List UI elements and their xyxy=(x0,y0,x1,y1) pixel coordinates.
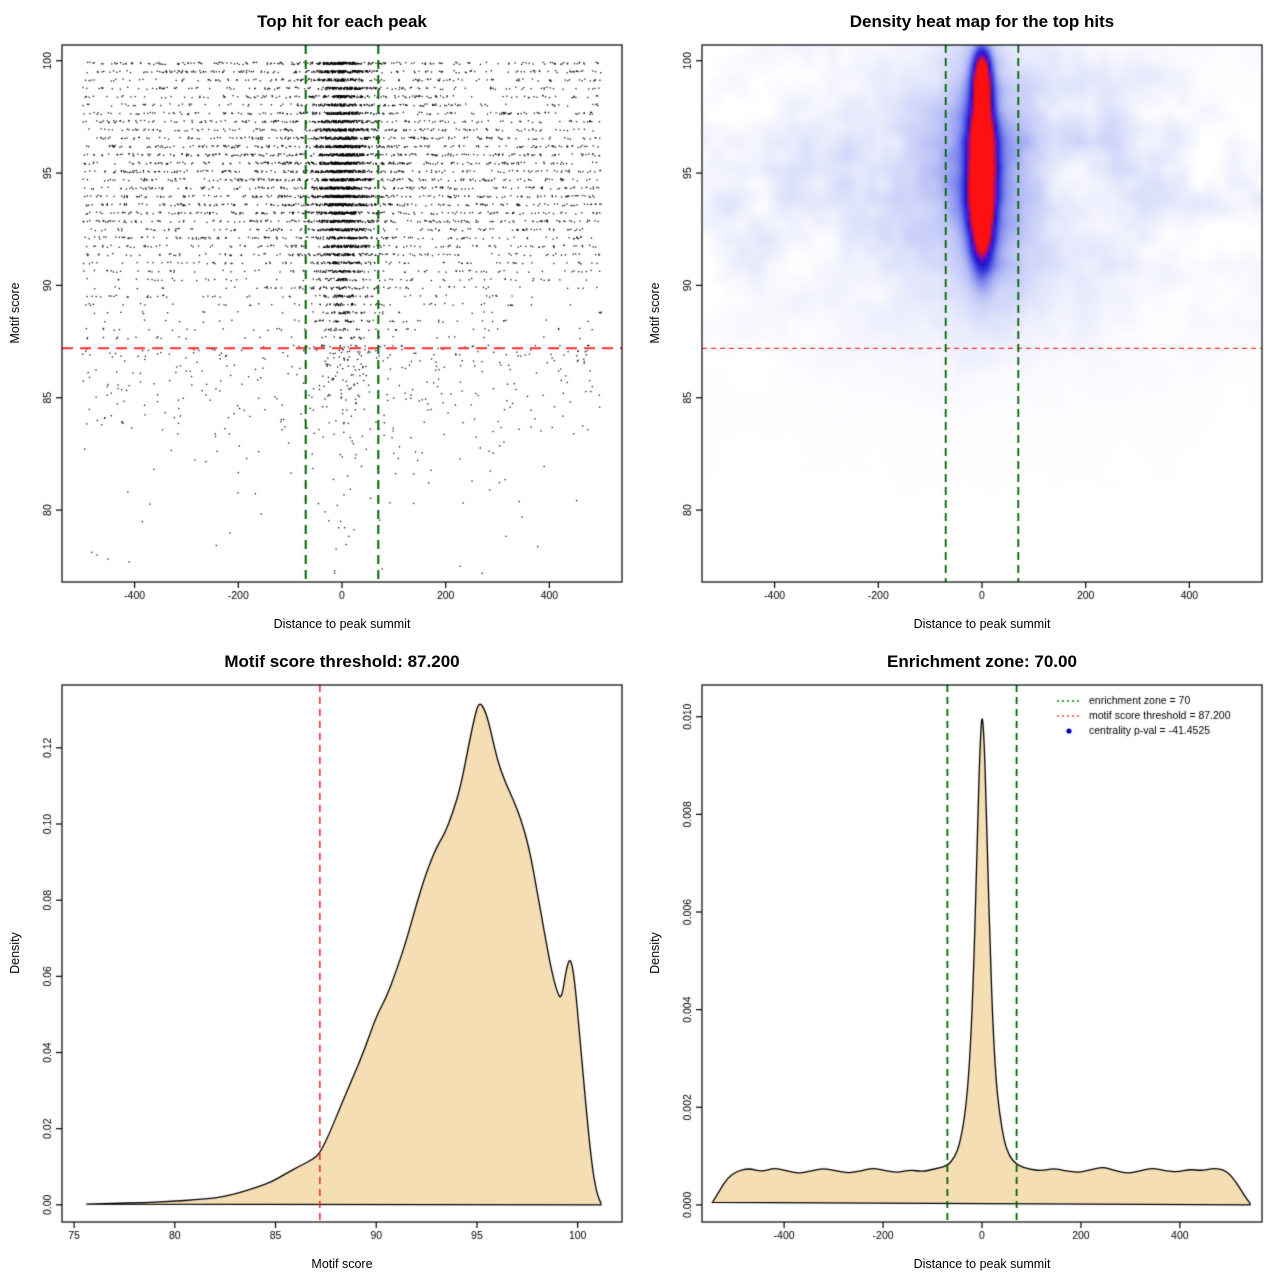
panel-title: Enrichment zone: 70.00 xyxy=(887,652,1077,671)
heatmap-canvas xyxy=(640,0,1280,640)
distance-density-canvas xyxy=(640,640,1280,1280)
y-axis-label: Motif score xyxy=(8,282,22,344)
x-axis-label: Motif score xyxy=(311,1257,373,1271)
panel-title: Density heat map for the top hits xyxy=(849,12,1115,31)
y-axis-label: Motif score xyxy=(648,282,662,344)
y-axis-label: Density xyxy=(648,932,662,974)
panel-motif-score-density: Motif score threshold: 87.200 Motif scor… xyxy=(0,640,640,1280)
x-axis-label: Distance to peak summit xyxy=(913,617,1051,631)
scatter-plot-canvas xyxy=(0,0,640,640)
x-axis-label: Distance to peak summit xyxy=(273,617,411,631)
score-density-canvas xyxy=(0,640,640,1280)
panel-title: Motif score threshold: 87.200 xyxy=(224,652,460,671)
panel-title: Top hit for each peak xyxy=(257,12,427,31)
x-axis-label: Distance to peak summit xyxy=(913,1257,1051,1271)
panel-scatter-top-hits: Top hit for each peak Distance to peak s… xyxy=(0,0,640,640)
panel-density-heatmap: Density heat map for the top hits Distan… xyxy=(640,0,1280,640)
y-axis-label: Density xyxy=(8,932,22,974)
panel-distance-density: Enrichment zone: 70.00 Distance to peak … xyxy=(640,640,1280,1280)
